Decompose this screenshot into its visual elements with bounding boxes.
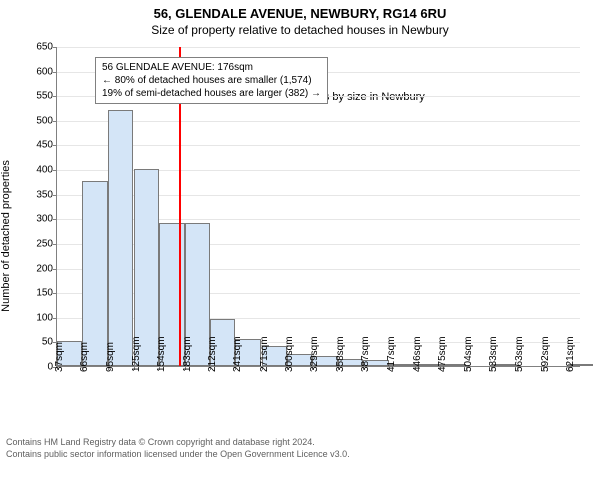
x-tick-label: 417sqm xyxy=(386,336,397,372)
y-tick-label: 300 xyxy=(36,214,57,225)
x-tick-label: 241sqm xyxy=(232,336,243,372)
y-tick-label: 650 xyxy=(36,42,57,53)
footer-line-2: Contains public sector information licen… xyxy=(6,449,594,461)
x-tick-label: 212sqm xyxy=(207,336,218,372)
y-tick-label: 400 xyxy=(36,165,57,176)
marker-annotation: 56 GLENDALE AVENUE: 176sqm ← 80% of deta… xyxy=(95,57,328,104)
x-tick-label: 533sqm xyxy=(488,336,499,372)
histogram-bar xyxy=(108,110,133,366)
histogram-bar xyxy=(82,181,107,366)
y-tick-label: 200 xyxy=(36,263,57,274)
x-tick-label: 358sqm xyxy=(335,336,346,372)
x-tick-label: 504sqm xyxy=(463,336,474,372)
footer-attribution: Contains HM Land Registry data © Crown c… xyxy=(0,431,600,460)
y-tick-label: 450 xyxy=(36,140,57,151)
x-tick-label: 37sqm xyxy=(54,342,65,372)
annotation-line-3: 19% of semi-detached houses are larger (… xyxy=(102,87,321,100)
x-tick-label: 563sqm xyxy=(514,336,525,372)
x-tick-label: 621sqm xyxy=(565,336,576,372)
y-axis-label: Number of detached properties xyxy=(0,160,12,312)
x-tick-label: 300sqm xyxy=(284,336,295,372)
x-tick-label: 592sqm xyxy=(540,336,551,372)
y-tick-label: 350 xyxy=(36,189,57,200)
plot-region: 0501001502002503003504004505005506006503… xyxy=(56,47,580,367)
x-tick-label: 125sqm xyxy=(131,336,142,372)
annotation-line-1: 56 GLENDALE AVENUE: 176sqm xyxy=(102,61,321,74)
chart-title-main: 56, GLENDALE AVENUE, NEWBURY, RG14 6RU xyxy=(0,0,600,21)
annotation-line-2: ← 80% of detached houses are smaller (1,… xyxy=(102,74,321,87)
gridline xyxy=(57,121,580,122)
y-tick-label: 600 xyxy=(36,66,57,77)
chart-title-sub: Size of property relative to detached ho… xyxy=(0,21,600,41)
x-tick-label: 271sqm xyxy=(259,336,270,372)
y-tick-label: 150 xyxy=(36,288,57,299)
y-tick-label: 550 xyxy=(36,91,57,102)
y-tick-label: 250 xyxy=(36,238,57,249)
x-tick-label: 387sqm xyxy=(360,336,371,372)
gridline xyxy=(57,145,580,146)
gridline xyxy=(57,47,580,48)
chart-area: Number of detached properties 0501001502… xyxy=(0,41,600,431)
x-tick-label: 66sqm xyxy=(79,342,90,372)
x-tick-label: 95sqm xyxy=(105,342,116,372)
x-tick-label: 183sqm xyxy=(182,336,193,372)
x-tick-label: 154sqm xyxy=(156,336,167,372)
x-tick-label: 475sqm xyxy=(437,336,448,372)
x-tick-label: 446sqm xyxy=(412,336,423,372)
y-tick-label: 500 xyxy=(36,115,57,126)
footer-line-1: Contains HM Land Registry data © Crown c… xyxy=(6,437,594,449)
y-tick-label: 100 xyxy=(36,312,57,323)
x-tick-label: 329sqm xyxy=(309,336,320,372)
